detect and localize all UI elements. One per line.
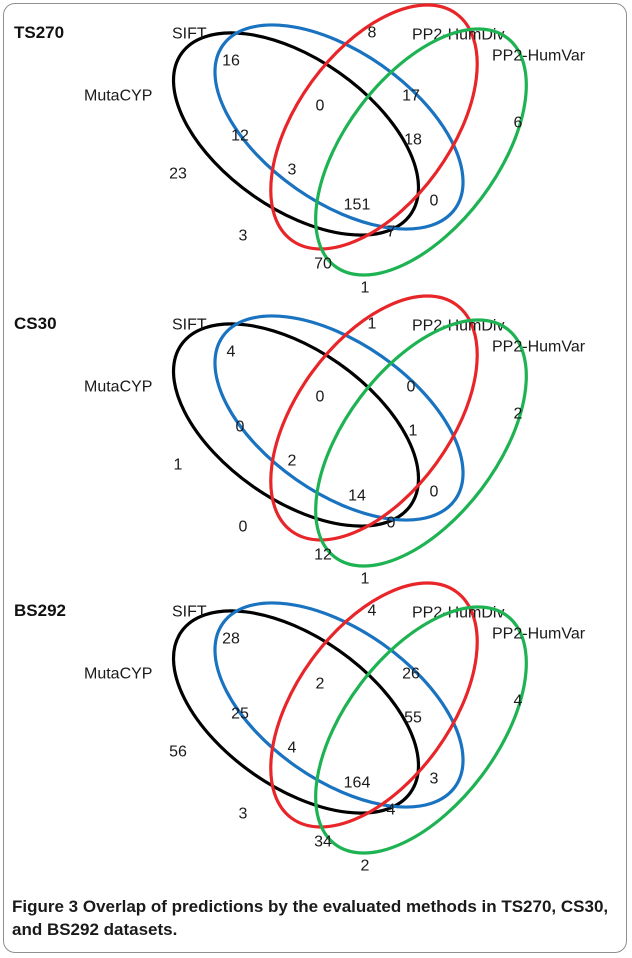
set-label-sift-bs292: SIFT (172, 603, 207, 620)
region-count-var-only-cs30: 2 (514, 405, 523, 422)
ellipse-pp2-humvar-bs292 (314, 605, 528, 855)
region-count-muta-div-cs30: 0 (239, 518, 248, 535)
ellipse-pp2-humdiv-bs292 (269, 581, 479, 829)
ellipse-pp2-humdiv-ts270 (269, 3, 479, 251)
region-count-sift-only-cs30: 4 (227, 343, 236, 360)
ellipse-pp2-humvar-ts270 (314, 27, 528, 277)
ellipse-sift-bs292 (213, 601, 465, 809)
region-count-muta-div-var-bs292: 34 (314, 833, 332, 850)
region-count-muta-div-var-ts270: 70 (314, 255, 332, 272)
region-count-sift-div-cs30: 0 (316, 388, 325, 405)
region-count-all-four-ts270: 151 (344, 196, 371, 213)
set-label-pp2-humvar-ts270: PP2-HumVar (492, 47, 586, 64)
region-count-sift-var-bs292: 3 (430, 770, 439, 787)
region-count-div-var-cs30: 0 (407, 378, 416, 395)
region-count-sift-div-bs292: 2 (316, 675, 325, 692)
ellipse-mutacyp-bs292 (171, 609, 421, 815)
region-count-muta-div-ts270: 3 (239, 227, 248, 244)
region-count-muta-sift-ts270: 12 (231, 127, 249, 144)
set-label-mutacyp-bs292: MutaCYP (84, 665, 152, 682)
set-label-pp2-humvar-cs30: PP2-HumVar (492, 338, 586, 355)
region-count-div-only-bs292: 4 (368, 602, 377, 619)
region-count-muta-sift-cs30: 0 (236, 418, 245, 435)
region-count-div-only-ts270: 8 (368, 24, 377, 41)
region-count-sift-var-cs30: 0 (430, 483, 439, 500)
set-label-sift-cs30: SIFT (172, 316, 207, 333)
region-count-div-var-bs292: 26 (402, 665, 420, 682)
region-count-muta-var-bs292: 2 (361, 857, 370, 874)
figure-caption: Figure 3 Overlap of predictions by the e… (12, 895, 612, 941)
set-label-sift-ts270: SIFT (172, 25, 207, 42)
ellipse-mutacyp-ts270 (171, 31, 421, 237)
region-count-div-var-ts270: 17 (402, 87, 420, 104)
panel-title-bs292: BS292 (14, 601, 66, 620)
region-count-muta-only-cs30: 1 (174, 456, 183, 473)
ellipse-sift-ts270 (213, 23, 465, 231)
region-count-var-only-ts270: 6 (514, 114, 523, 131)
ellipse-mutacyp-cs30 (171, 322, 421, 528)
region-count-muta-sift-div-cs30: 2 (288, 452, 297, 469)
region-count-muta-only-ts270: 23 (169, 165, 187, 182)
ellipse-sift-cs30 (213, 314, 465, 522)
region-count-muta-div-var-cs30: 12 (314, 546, 332, 563)
region-count-var-only-bs292: 4 (514, 692, 523, 709)
panel-title-ts270: TS270 (14, 23, 64, 42)
region-count-muta-sift-var-bs292: 4 (387, 801, 396, 818)
region-count-muta-sift-div-ts270: 3 (288, 161, 297, 178)
region-count-muta-div-bs292: 3 (239, 805, 248, 822)
region-count-muta-var-cs30: 1 (361, 570, 370, 587)
region-count-all-four-cs30: 14 (348, 487, 366, 504)
set-label-pp2-humvar-bs292: PP2-HumVar (492, 625, 586, 642)
region-count-sift-div-var-bs292: 55 (404, 709, 422, 726)
panel-title-cs30: CS30 (14, 314, 57, 333)
set-label-mutacyp-cs30: MutaCYP (84, 378, 152, 395)
region-count-all-four-bs292: 164 (344, 774, 371, 791)
region-count-muta-sift-var-cs30: 0 (387, 514, 396, 531)
figure-frame (3, 3, 627, 953)
caption-text: Overlap of predictions by the evaluated … (12, 897, 609, 939)
region-count-div-only-cs30: 1 (368, 315, 377, 332)
region-count-muta-sift-div-bs292: 4 (288, 739, 297, 756)
region-count-muta-var-ts270: 1 (361, 279, 370, 296)
ellipse-pp2-humdiv-cs30 (269, 294, 479, 542)
region-count-muta-sift-bs292: 25 (231, 705, 249, 722)
ellipse-pp2-humvar-cs30 (314, 318, 528, 568)
region-count-sift-var-ts270: 0 (430, 192, 439, 209)
region-count-sift-div-var-ts270: 18 (404, 131, 422, 148)
region-count-sift-only-bs292: 28 (222, 630, 240, 647)
region-count-sift-only-ts270: 16 (222, 52, 240, 69)
region-count-muta-only-bs292: 56 (169, 743, 187, 760)
region-count-sift-div-ts270: 0 (316, 97, 325, 114)
region-count-sift-div-var-cs30: 1 (409, 422, 418, 439)
caption-label: Figure 3 (12, 897, 79, 916)
region-count-muta-sift-var-ts270: 7 (387, 223, 396, 240)
set-label-mutacyp-ts270: MutaCYP (84, 87, 152, 104)
